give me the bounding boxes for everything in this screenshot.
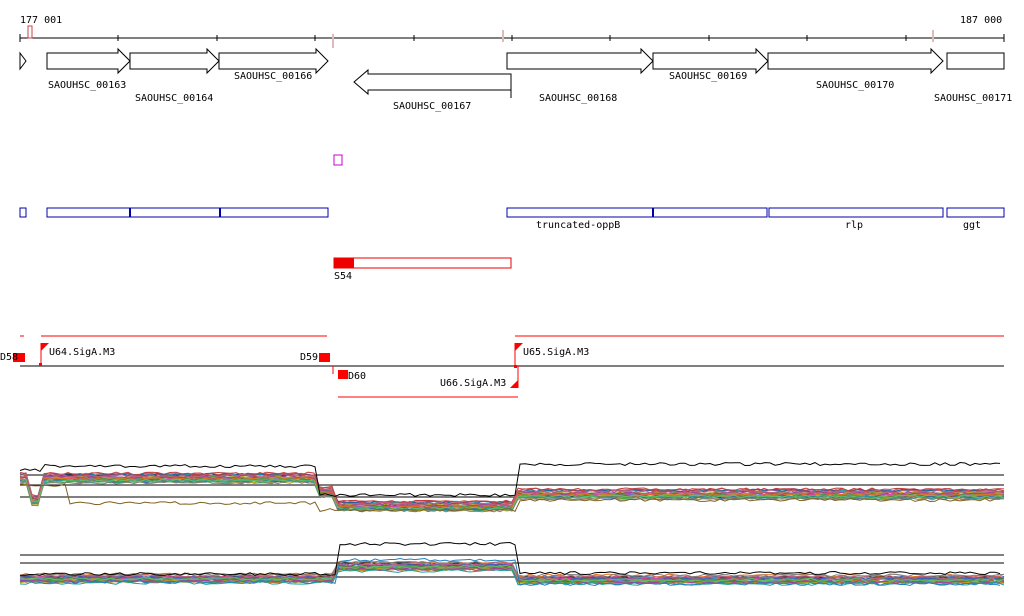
coord-start-label: 177 001	[20, 15, 62, 26]
gene-arrow-fragment[interactable]	[19, 51, 27, 71]
gene-track	[19, 47, 1005, 96]
terminator-d58[interactable]	[13, 353, 25, 362]
gene-label-00170: SAOUHSC_00170	[816, 80, 894, 91]
tiling-profile-line	[19, 483, 1001, 513]
coordinate-ruler: 177 001 187 000	[19, 15, 1005, 48]
gene-arrow-00163[interactable]	[46, 47, 131, 75]
gene-label-00171: SAOUHSC_00171	[934, 93, 1012, 104]
expression-track-forward	[19, 461, 1005, 513]
symbol-box[interactable]	[46, 207, 329, 218]
small-feature-box[interactable]	[333, 154, 343, 166]
tiling-profile-line	[19, 478, 1005, 511]
tiling-profile-line	[19, 562, 1005, 580]
ruler-marker	[27, 25, 33, 39]
promoter-label-u66: U66.SigA.M3	[440, 378, 506, 389]
terminator-label-d59: D59	[300, 352, 318, 363]
segment-s54-fill	[334, 258, 354, 268]
gene-label-00163: SAOUHSC_00163	[48, 80, 126, 91]
segment-s54[interactable]	[333, 257, 512, 269]
gene-arrow-00166[interactable]	[218, 47, 329, 75]
segment-track: S54	[333, 257, 512, 282]
gene-label-00168: SAOUHSC_00168	[539, 93, 617, 104]
gene-arrow-00167[interactable]	[353, 68, 512, 96]
expression-track-reverse	[19, 541, 1005, 587]
segment-label: S54	[334, 271, 352, 282]
coord-end-label: 187 000	[960, 15, 1002, 26]
gene-arrow-00168[interactable]	[506, 47, 654, 75]
gene-arrow-00169[interactable]	[652, 47, 769, 75]
gene-label-00164: SAOUHSC_00164	[135, 93, 213, 104]
gene-arrow-00164[interactable]	[129, 47, 220, 75]
symbol-label-oppB: truncated-oppB	[536, 220, 620, 231]
symbol-box[interactable]	[946, 207, 1005, 218]
tiling-profile-line	[19, 564, 1005, 582]
tiling-profile-line	[19, 473, 1005, 506]
tiling-profile-line	[19, 461, 1001, 497]
terminator-label-d58: D58	[0, 352, 18, 363]
gene-label-00166: SAOUHSC_00166	[234, 71, 312, 82]
tiling-profiles-reverse	[19, 541, 1005, 587]
tiling-profile-line	[19, 471, 1005, 504]
symbol-label-rlp: rlp	[845, 220, 863, 231]
terminator-label-d60: D60	[348, 371, 366, 382]
gene-arrow-00170[interactable]	[767, 47, 944, 75]
tiling-profile-line	[20, 541, 1001, 576]
symbol-label-ggt: ggt	[963, 220, 981, 231]
symbol-box[interactable]	[768, 207, 944, 218]
ruler-ticks	[19, 34, 1005, 42]
tiling-profile-line	[19, 476, 1005, 509]
symbol-box[interactable]	[19, 207, 27, 218]
gene-arrow-00171[interactable]	[946, 52, 1005, 70]
promoter-label-u65: U65.SigA.M3	[523, 347, 589, 358]
symbol-box[interactable]	[506, 207, 768, 218]
gene-labels: SAOUHSC_00163 SAOUHSC_00164 SAOUHSC_0016…	[48, 71, 1012, 112]
terminator-d60[interactable]	[338, 370, 348, 379]
promoter-label-u64: U64.SigA.M3	[49, 347, 115, 358]
gene-label-00167: SAOUHSC_00167	[393, 101, 471, 112]
gene-symbol-track	[19, 207, 1005, 218]
tiling-profiles-forward	[19, 461, 1005, 513]
tiling-profile-line	[19, 557, 1001, 587]
tiling-profile-line	[19, 562, 1005, 580]
gene-label-00169: SAOUHSC_00169	[669, 71, 747, 82]
signal-track: U64.SigA.M3 U65.SigA.M3 U66.SigA.M3 D58 …	[0, 335, 1004, 398]
terminator-d59[interactable]	[319, 353, 330, 362]
